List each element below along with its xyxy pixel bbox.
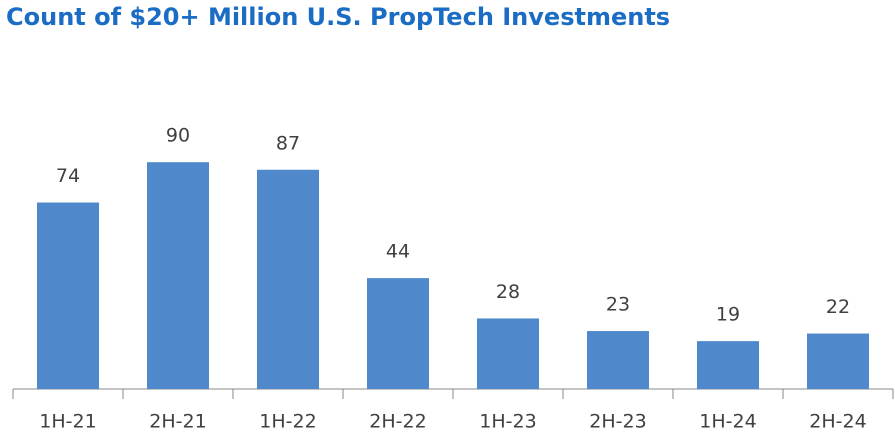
data-label: 74 (56, 165, 80, 187)
x-tick-label: 2H-24 (809, 411, 866, 433)
bar (807, 333, 869, 389)
bar (587, 331, 649, 389)
x-tick-label: 2H-22 (369, 411, 426, 433)
x-tick-label: 1H-21 (39, 411, 96, 433)
chart-title: Count of $20+ Million U.S. PropTech Inve… (6, 3, 670, 31)
bar (147, 162, 209, 389)
data-label: 90 (166, 125, 190, 147)
data-label: 87 (276, 132, 300, 154)
x-tick-label: 1H-24 (699, 411, 756, 433)
data-label: 22 (826, 296, 850, 318)
data-label: 19 (716, 304, 740, 326)
x-tick-label: 1H-22 (259, 411, 316, 433)
data-label: 23 (606, 294, 630, 316)
bar (257, 169, 319, 389)
data-label: 44 (386, 241, 410, 263)
data-label: 28 (496, 281, 520, 303)
bar (37, 202, 99, 389)
x-tick-label: 2H-21 (149, 411, 206, 433)
x-tick-label: 2H-23 (589, 411, 646, 433)
x-tick-label: 1H-23 (479, 411, 536, 433)
bar (697, 341, 759, 389)
bar (367, 278, 429, 389)
bar (477, 318, 539, 389)
